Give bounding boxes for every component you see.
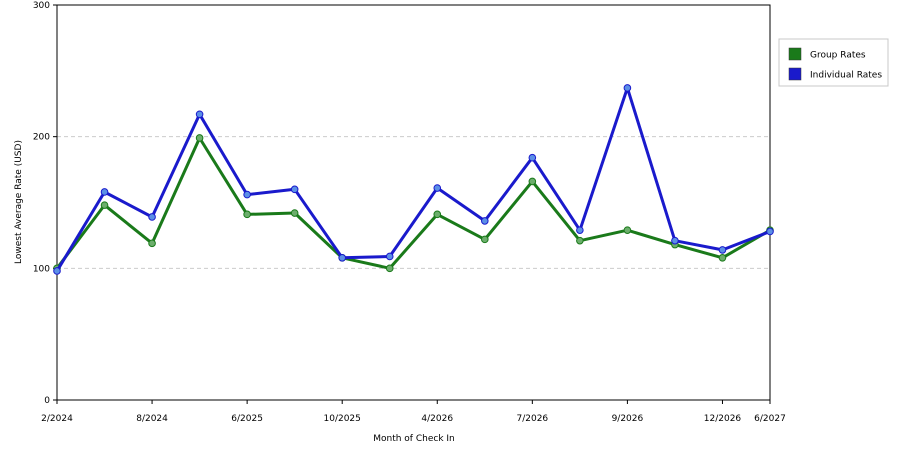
series-line: [55, 136, 771, 270]
x-tick-label: 6/2025: [231, 414, 263, 424]
legend-label: Individual Rates: [810, 71, 882, 81]
x-axis-title: Month of Check In: [373, 434, 455, 444]
y-axis-title: Lowest Average Rate (USD): [14, 140, 24, 264]
data-point: [385, 264, 394, 273]
data-point: [433, 210, 442, 219]
x-tick-label: 6/2027: [754, 414, 786, 424]
data-point: [718, 253, 727, 262]
legend: Group Rates Individual Rates: [778, 38, 889, 87]
data-point: [623, 226, 632, 234]
y-tick-label: 100: [33, 264, 50, 274]
data-point: [338, 253, 347, 262]
data-point: [100, 188, 109, 196]
data-point: [766, 227, 774, 236]
data-point: [481, 235, 489, 244]
data-point: [290, 185, 299, 194]
data-point: [148, 213, 156, 221]
series-line: [55, 86, 771, 272]
series-1: [53, 84, 774, 275]
legend-swatch: [788, 47, 802, 61]
x-tick-label: 9/2026: [612, 414, 644, 424]
data-point: [433, 184, 442, 192]
x-tick-label: 2/2024: [41, 414, 73, 424]
y-tick-label: 200: [33, 133, 50, 143]
series-0: [53, 134, 774, 273]
data-point: [385, 252, 394, 261]
data-point: [148, 239, 156, 248]
data-point: [671, 236, 679, 245]
data-point: [53, 267, 61, 275]
axis-layer: 0 100 200 300 2/2024 8/2024 6/2025 10/2025 4/202…: [33, 1, 786, 424]
data-point: [718, 246, 727, 254]
data-point: [528, 177, 537, 186]
plot-frame: [56, 4, 771, 401]
y-tick-label: 300: [33, 1, 50, 11]
data-point: [195, 134, 204, 142]
data-point: [576, 236, 584, 245]
data-point: [481, 217, 489, 225]
data-point: [290, 209, 299, 217]
legend-swatch: [788, 67, 802, 81]
x-tick-label: 4/2026: [421, 414, 453, 424]
data-point: [528, 153, 537, 162]
data-point: [100, 201, 109, 209]
x-tick-label: 12/2026: [704, 414, 742, 424]
data-point: [576, 226, 584, 234]
legend-label: Group Rates: [810, 51, 866, 61]
data-point: [243, 210, 251, 219]
x-tick-label: 10/2025: [324, 414, 361, 424]
y-tick-label: 0: [44, 396, 50, 406]
data-point: [243, 190, 251, 199]
x-tick-label: 8/2024: [136, 414, 168, 424]
x-tick-label: 7/2026: [516, 414, 548, 424]
series-layer: [53, 84, 774, 275]
data-point: [623, 84, 632, 92]
data-point: [195, 110, 204, 119]
